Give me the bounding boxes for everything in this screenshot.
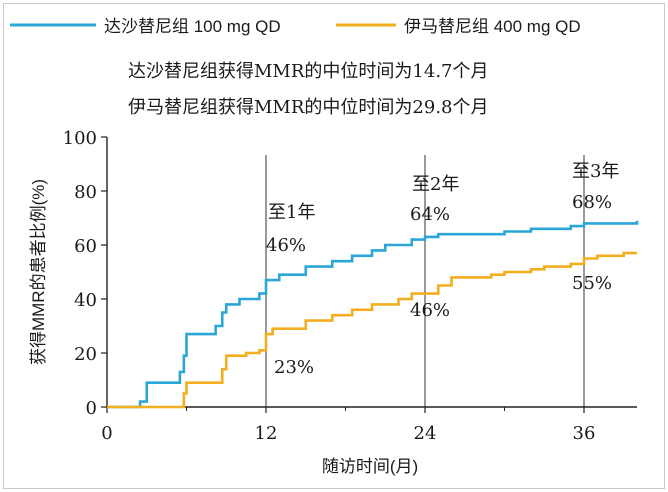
annotation-label-3: 至3年 bbox=[572, 161, 619, 182]
annotation-dasatinib-value-2: 64% bbox=[410, 204, 450, 225]
series-line-dasatinib bbox=[107, 220, 639, 409]
annotation-label-1: 至1年 bbox=[268, 202, 315, 223]
y-tick-label: 100 bbox=[63, 128, 97, 149]
annotation-label-2: 至2年 bbox=[412, 174, 459, 195]
y-tick-label: 20 bbox=[74, 344, 97, 365]
annotation-imatinib-value-1: 23% bbox=[274, 357, 314, 378]
series-line-imatinib bbox=[107, 251, 637, 409]
annotation-imatinib-value-3: 55% bbox=[572, 273, 612, 294]
x-tick-label: 24 bbox=[414, 423, 437, 444]
x-tick-label: 36 bbox=[573, 423, 596, 444]
y-axis-title: 获得MMR的患者比例(%) bbox=[29, 179, 48, 365]
legend-label-imatinib: 伊马替尼组 400 mg QD bbox=[404, 17, 581, 36]
y-tick-label: 0 bbox=[86, 398, 97, 419]
y-tick-label: 80 bbox=[74, 182, 97, 203]
x-axis-title: 随访时间(月) bbox=[322, 457, 418, 476]
annotation-dasatinib-value-3: 68% bbox=[572, 192, 612, 213]
y-tick-label: 60 bbox=[74, 236, 97, 257]
note-imatinib-median: 伊马替尼组获得MMR的中位时间为29.8个月 bbox=[128, 97, 489, 118]
note-dasatinib-median: 达沙替尼组获得MMR的中位时间为14.7个月 bbox=[128, 61, 489, 82]
legend: 达沙替尼组 100 mg QD 伊马替尼组 400 mg QD bbox=[10, 17, 581, 36]
x-tick-label: 12 bbox=[255, 423, 278, 444]
y-tick-label: 40 bbox=[74, 290, 97, 311]
annotation-dasatinib-value-1: 46% bbox=[266, 235, 306, 256]
annotation-imatinib-value-2: 46% bbox=[410, 300, 450, 321]
plot-area: 0 20 40 60 80 100 0 12 24 36 至1年 46% 23% 至2年 64% 46% 至3年… bbox=[63, 128, 639, 444]
x-tick-label: 0 bbox=[101, 423, 112, 444]
legend-label-dasatinib: 达沙替尼组 100 mg QD bbox=[104, 17, 281, 36]
